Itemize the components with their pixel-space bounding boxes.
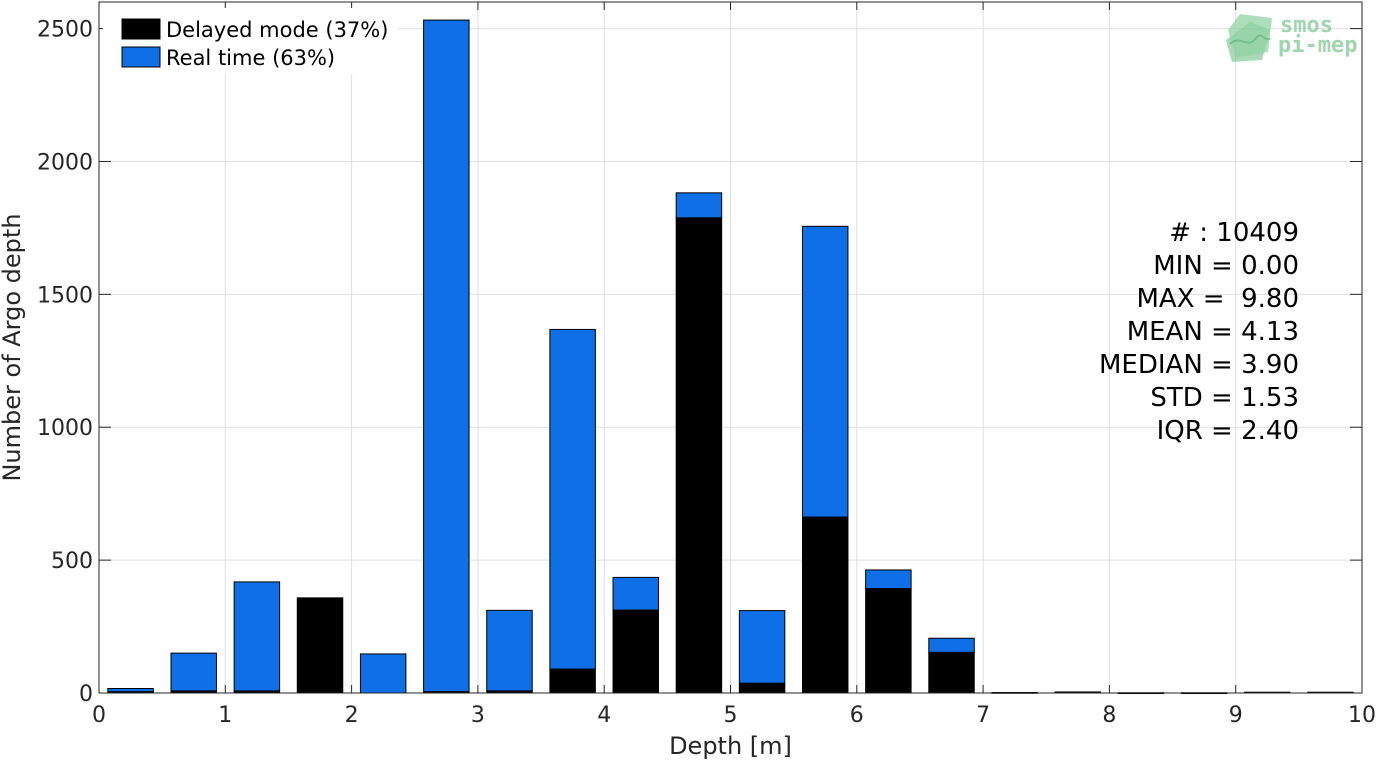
stat-mean: MEAN = 4.13 xyxy=(1127,317,1299,347)
y-tick-label: 500 xyxy=(51,549,93,574)
y-tick-label: 2500 xyxy=(37,18,93,43)
bar-delayed-mode xyxy=(675,217,723,694)
bar-delayed-mode xyxy=(801,516,849,694)
bar-delayed-mode xyxy=(865,588,912,694)
x-tick-label: 3 xyxy=(471,703,485,728)
bar-delayed-mode xyxy=(296,597,344,694)
x-tick-label: 5 xyxy=(724,703,738,728)
bar-group xyxy=(107,19,1354,695)
y-tick-label: 1500 xyxy=(37,283,93,308)
x-tick-label: 6 xyxy=(850,703,864,728)
bar-real-time xyxy=(423,19,470,693)
x-tick-label: 4 xyxy=(597,703,611,728)
stat-count: # : 10409 xyxy=(1169,218,1299,248)
stat-max: MAX = 9.80 xyxy=(1137,284,1300,314)
legend-swatch-delayed xyxy=(121,18,161,40)
logo-mark-icon xyxy=(1226,14,1272,62)
x-tick-label: 8 xyxy=(1102,703,1116,728)
axis-ticks: 0 1 2 3 4 5 6 7 8 9 10 0 500 1000 1500 2000 2500 xyxy=(37,2,1376,728)
legend-swatch-realtime xyxy=(121,46,161,68)
bar-delayed-mode xyxy=(738,682,786,694)
stat-min: MIN = 0.00 xyxy=(1153,251,1299,281)
smos-pimep-logo: smos pi-mep xyxy=(1226,13,1357,62)
y-tick-label: 0 xyxy=(79,682,93,707)
x-tick-label: 7 xyxy=(976,703,990,728)
x-tick-label: 0 xyxy=(92,703,106,728)
bar-real-time xyxy=(865,569,912,590)
bar-delayed-mode xyxy=(549,668,596,694)
x-tick-label: 9 xyxy=(1229,703,1243,728)
bar-real-time xyxy=(486,609,533,692)
x-axis-label: Depth [m] xyxy=(669,732,792,760)
statistics-box: # : 10409 MIN = 0.00 MAX = 9.80 MEAN = 4… xyxy=(1099,218,1299,446)
legend-label-delayed: Delayed mode (37%) xyxy=(166,18,388,42)
x-tick-label: 2 xyxy=(345,703,359,728)
bar-real-time xyxy=(170,652,217,692)
stat-iqr: IQR = 2.40 xyxy=(1157,416,1299,446)
bar-real-time xyxy=(233,581,281,692)
x-tick-label: 10 xyxy=(1348,703,1376,728)
logo-text-pimep: pi-mep xyxy=(1278,33,1357,58)
bar-real-time xyxy=(928,637,975,653)
bar-real-time xyxy=(738,610,786,684)
bar-real-time xyxy=(549,328,596,670)
bar-delayed-mode xyxy=(612,609,660,694)
bar-real-time xyxy=(359,653,407,694)
grid-lines xyxy=(98,2,1363,694)
bar-real-time xyxy=(801,225,849,518)
bar-real-time xyxy=(675,192,723,219)
bar-real-time xyxy=(612,576,660,611)
logo-text-smos: smos xyxy=(1280,13,1333,38)
bar-delayed-mode xyxy=(928,651,975,694)
y-tick-label: 2000 xyxy=(37,150,93,175)
bar-real-time xyxy=(107,687,154,693)
legend: Delayed mode (37%) Real time (63%) xyxy=(103,8,398,74)
y-tick-label: 1000 xyxy=(37,416,93,441)
stat-median: MEDIAN = 3.90 xyxy=(1099,350,1299,380)
y-axis-label: Number of Argo depth xyxy=(0,213,26,481)
x-tick-label: 1 xyxy=(218,703,232,728)
stat-std: STD = 1.53 xyxy=(1150,383,1299,413)
legend-label-realtime: Real time (63%) xyxy=(166,46,335,70)
